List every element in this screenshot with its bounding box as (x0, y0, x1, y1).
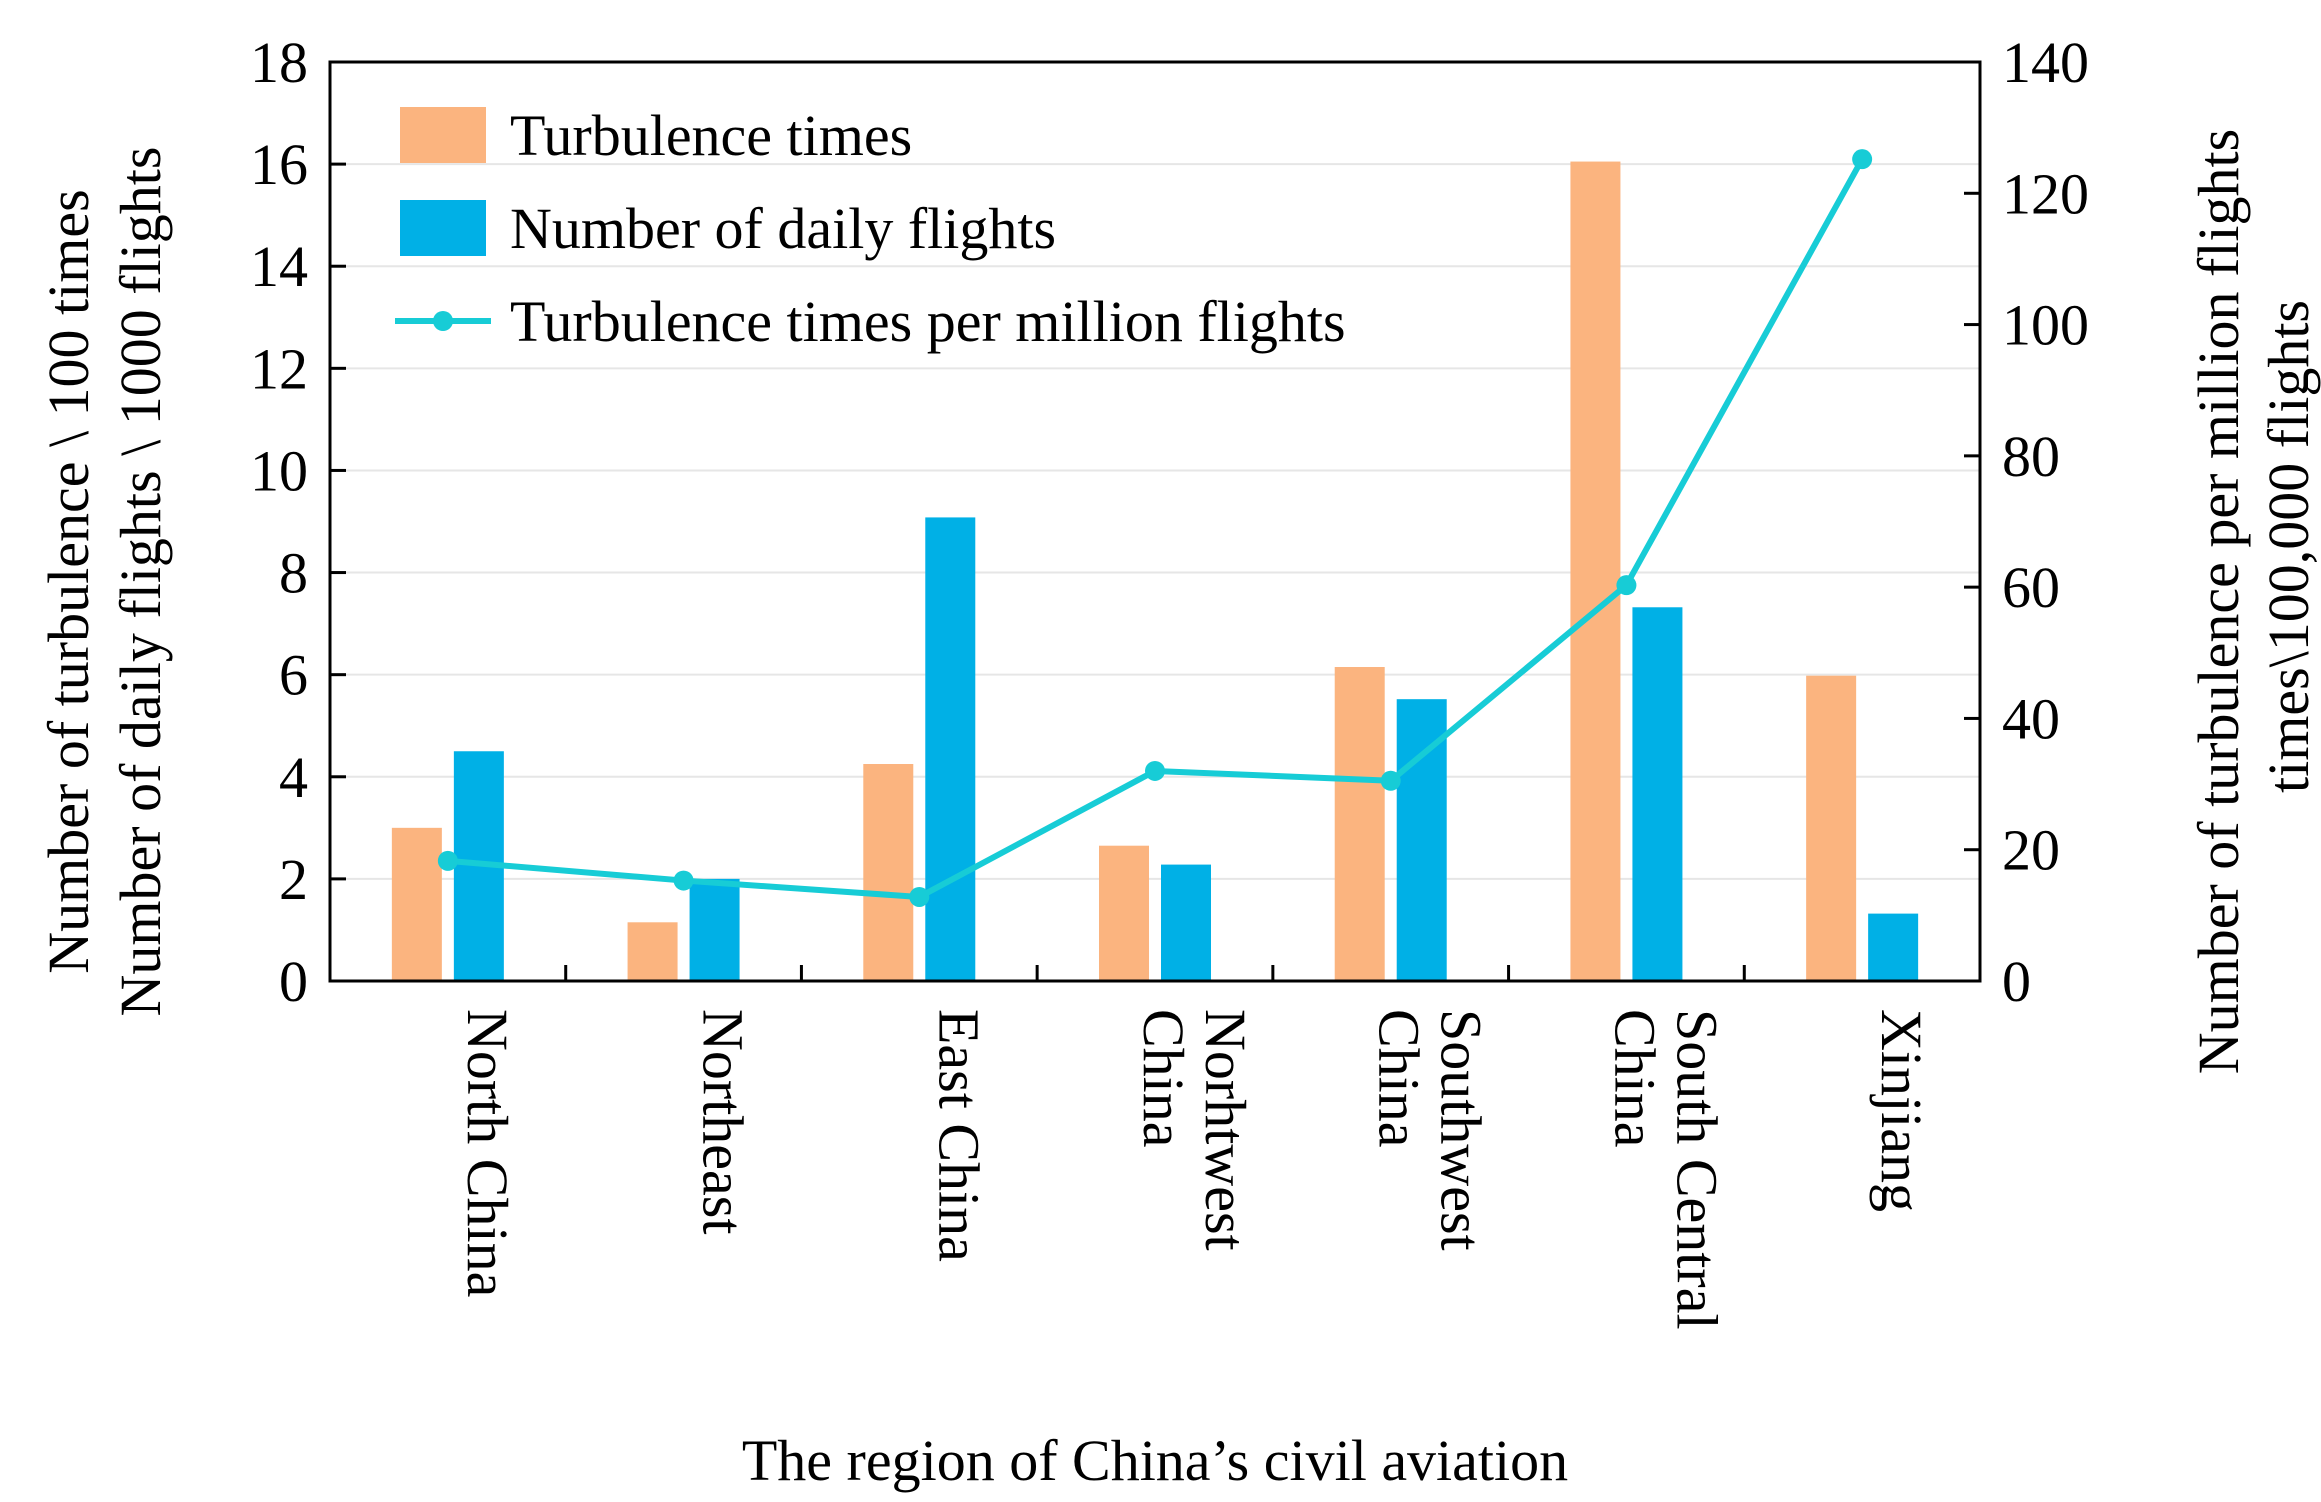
legend-label-daily-flights: Number of daily flights (510, 196, 1056, 261)
category-label-3-0: Norhtwest (1193, 1009, 1258, 1251)
line-point-3 (1145, 760, 1165, 781)
legend-swatch-daily-flights (400, 200, 486, 256)
bar-daily-flights-4 (1396, 699, 1447, 981)
plot-frame (328, 60, 1982, 983)
bar-daily-flights-6 (1868, 913, 1919, 981)
right-tick-label-4: 80 (2002, 424, 2060, 489)
line-series (437, 149, 1873, 907)
right-tick-label-3: 60 (2002, 555, 2060, 620)
category-label-3-1: China (1131, 1009, 1196, 1148)
category-label-6-0: Xinjiang (1869, 1009, 1934, 1212)
line-point-1 (673, 870, 694, 891)
left-tick-label-1: 2 (279, 847, 308, 912)
right-tick-label-6: 120 (2002, 161, 2089, 226)
bar-turbulence-times-6 (1806, 675, 1857, 981)
bar-turbulence-times-2 (863, 764, 914, 981)
right-tick-label-0: 0 (2002, 949, 2031, 1014)
left-tick-label-9: 18 (250, 30, 308, 95)
line-point-4 (1380, 770, 1401, 791)
right-tick-label-5: 100 (2002, 293, 2089, 358)
x-axis-title: The region of China’s civil aviation (742, 1428, 1568, 1493)
category-label-1-0: Northeast (691, 1009, 756, 1235)
line-point-0 (437, 850, 458, 871)
plot-border (328, 60, 1982, 983)
category-label-2-0: East China (926, 1009, 991, 1262)
left-axis-title-line-1: Number of daily flights \ 1000 flights (108, 147, 173, 1017)
legend-marker-turbulence-per-million (433, 311, 453, 331)
right-axis-title-line-1: times\100,000 flights (2256, 300, 2321, 793)
axis-labels: North China Northeast East China NorhtwestC… (36, 129, 2321, 1493)
right-tick-label-2: 40 (2002, 686, 2060, 751)
left-tick-label-5: 10 (250, 438, 308, 503)
legend: Turbulence times Number of daily flights T… (395, 103, 1346, 354)
line-point-6 (1852, 149, 1873, 170)
legend-label-turbulence-times: Turbulence times (510, 103, 912, 168)
legend-label-turbulence-per-million: Turbulence times per million flights (510, 289, 1346, 354)
category-label-5-0: South Central (1664, 1009, 1729, 1330)
bar-turbulence-times-3 (1099, 845, 1149, 981)
bar-daily-flights-3 (1161, 864, 1211, 981)
right-tick-label-7: 140 (2002, 30, 2089, 95)
left-axis-title-line-0: Number of turbulence \ 100 times (36, 189, 101, 973)
right-axis-title-line-0: Number of turbulence per million flights (2186, 129, 2251, 1075)
category-label-4-1: China (1367, 1009, 1432, 1148)
left-tick-label-0: 0 (279, 949, 308, 1014)
line-point-2 (909, 886, 930, 907)
gridlines (330, 61, 1980, 880)
bar-turbulence-times-0 (391, 827, 442, 981)
category-label-0-0: North China (455, 1009, 520, 1297)
left-tick-label-7: 14 (250, 234, 308, 299)
right-tick-label-1: 20 (2002, 818, 2060, 883)
bar-turbulence-times-1 (627, 922, 678, 981)
legend-swatch-turbulence-times (400, 107, 486, 163)
left-tick-label-3: 6 (279, 643, 308, 708)
bar-turbulence-times-5 (1570, 161, 1621, 981)
bars (391, 161, 1919, 981)
bar-daily-flights-5 (1632, 607, 1683, 981)
line-point-5 (1616, 575, 1637, 596)
left-tick-label-2: 4 (279, 745, 308, 810)
bar-turbulence-times-4 (1334, 667, 1385, 981)
left-tick-label-8: 16 (250, 132, 308, 197)
axis-ticks: 0 2 4 6 8 10 12 14 16 18 0 20 40 60 80 100 120 140 (250, 30, 2089, 1014)
category-label-5-1: China (1602, 1009, 1667, 1148)
bar-daily-flights-1 (689, 878, 740, 981)
bar-daily-flights-2 (925, 517, 976, 981)
left-tick-label-6: 12 (250, 336, 308, 401)
left-tick-label-4: 8 (279, 541, 308, 606)
category-label-4-0: Southwest (1429, 1009, 1494, 1251)
